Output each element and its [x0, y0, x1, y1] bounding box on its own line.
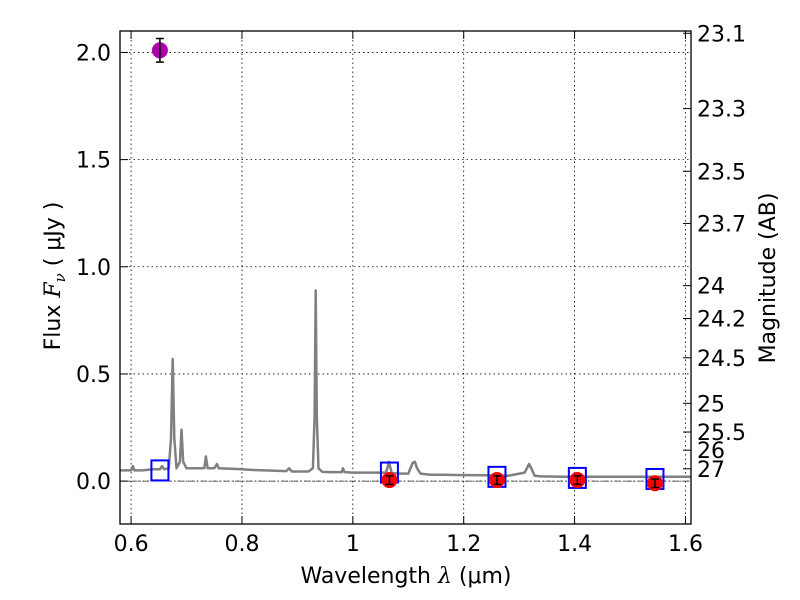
y2-tick-label: 23.5	[697, 160, 746, 185]
x-tick-label: 1.6	[668, 532, 703, 557]
x-axis-label-text: Wavelength	[300, 564, 438, 589]
x-axis-label-unit: (μm)	[452, 564, 512, 589]
x-tick-label: 1.2	[446, 532, 481, 557]
y2-tick-label: 23.3	[697, 98, 746, 123]
y2-tick-label: 27	[697, 458, 725, 483]
y2-tick-label: 24.2	[697, 308, 746, 333]
x-tick-labels: 0.6 0.8 1 1.2 1.4 1.6	[114, 532, 703, 557]
y2-tick-label: 24	[697, 275, 725, 300]
y2-tick-label: 25.5	[697, 421, 746, 446]
x-tick-label: 0.8	[224, 532, 259, 557]
x-axis-label: Wavelength λ (μm)	[300, 564, 511, 589]
spectrum-line	[120, 289, 691, 479]
y2-tick-label: 23.7	[697, 212, 746, 237]
y-tick-label: 1.0	[76, 256, 111, 281]
x-tick-label: 0.6	[114, 532, 149, 557]
grid-lines	[120, 31, 691, 524]
y2-tick-label: 23.1	[697, 22, 746, 47]
y2-axis-label: Magnitude (AB)	[756, 193, 781, 364]
y-tick-labels: 0.0 0.5 1.0 1.5 2.0	[76, 41, 111, 495]
y-axis-label-subscript: ν	[51, 273, 69, 282]
y-axis-label-text: Flux	[41, 298, 66, 351]
y-tick-label: 0.0	[76, 470, 111, 495]
x-axis-label-symbol: λ	[437, 564, 452, 589]
y-tick-label: 0.5	[76, 363, 111, 388]
x-tick-label: 1	[346, 532, 360, 557]
y2-tick-label: 26	[697, 439, 725, 464]
y-tick-label: 2.0	[76, 41, 111, 66]
x-tick-label: 1.4	[557, 532, 592, 557]
data-series	[120, 37, 691, 492]
y-tick-label: 1.5	[76, 149, 111, 174]
y2-tick-label: 25	[697, 392, 725, 417]
model-photometry-square	[150, 459, 170, 482]
axis-ticks	[120, 31, 691, 524]
y-axis-label-unit: ( μJy )	[41, 202, 66, 274]
y-axis-label-symbol: F	[41, 282, 66, 299]
plot-area-frame	[119, 30, 692, 525]
y2-tick-label: 24.5	[697, 347, 746, 372]
y-axis-label: Flux Fν ( μJy )	[41, 202, 69, 351]
